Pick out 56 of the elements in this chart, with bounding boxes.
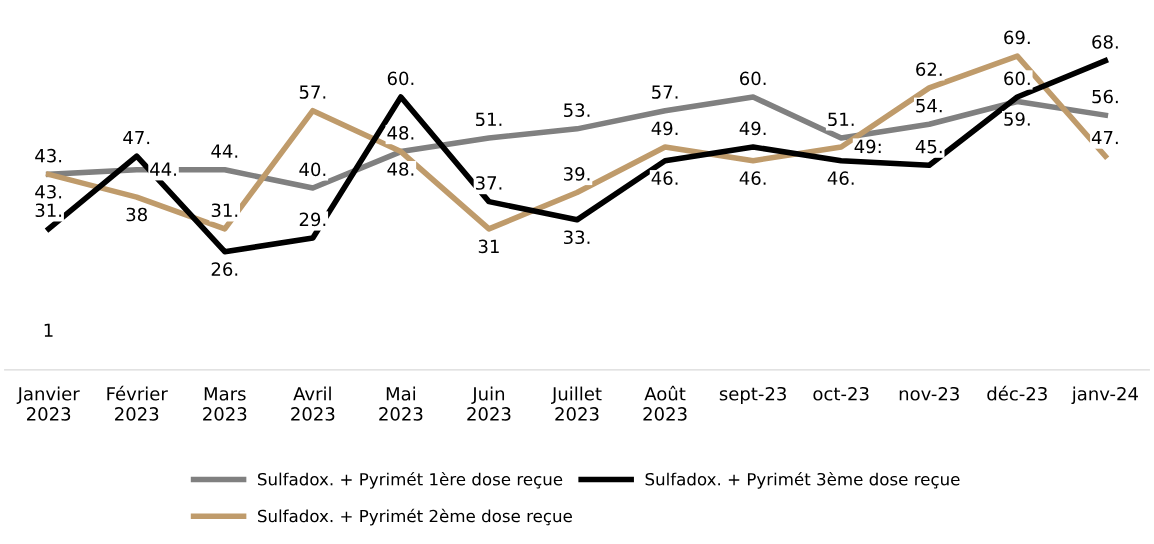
data-label: 56. (1092, 89, 1118, 104)
data-label: 37. (475, 176, 502, 190)
data-label: 60. (740, 71, 766, 86)
data-label: 44. (211, 144, 238, 158)
x-tick-label: Juillet 2023 (551, 386, 602, 421)
data-label: 40. (299, 162, 326, 177)
data-label: 54. (916, 99, 942, 113)
data-label: 69. (1004, 30, 1030, 45)
x-tick-label: nov-23 (899, 386, 959, 401)
x-tick-label: janv-24 (1071, 386, 1138, 405)
x-tick-label: déc-23 (987, 385, 1047, 401)
data-label: 46. (827, 171, 854, 185)
x-tick-label: Avril 2023 (291, 386, 335, 421)
data-label: 57. (299, 85, 326, 99)
x-tick-label: Juin 2023 (467, 386, 511, 421)
data-label: 48. (387, 126, 414, 140)
x-tick-label: oct-23 (813, 386, 869, 401)
data-label: 48. (387, 162, 414, 176)
data-label: 31. (35, 203, 62, 218)
data-label: 43. (35, 148, 62, 163)
x-tick-label: Août 2023 (643, 385, 687, 421)
data-label: 31. (211, 203, 238, 218)
legend-label: Sulfadox. + Pyrimét 1ère dose reçue (258, 471, 563, 489)
data-label: 39. (564, 167, 590, 181)
data-label: 43. (35, 184, 62, 199)
x-tick-label: Janvier 2023 (16, 386, 80, 421)
data-label: 44. (150, 162, 176, 176)
data-label: 57. (652, 85, 678, 99)
data-label: 31 (478, 239, 499, 254)
data-label: 46. (739, 171, 766, 185)
legend-label: Sulfadox. + Pyrimét 2ème dose reçue (258, 508, 572, 526)
data-label: 38 (126, 207, 147, 222)
data-label: 46. (651, 171, 678, 185)
data-label: 53. (564, 103, 590, 118)
data-label: 62. (916, 62, 942, 77)
data-label: 49: (854, 139, 881, 154)
data-label: 51. (475, 112, 502, 127)
data-label: 47. (1091, 130, 1118, 145)
data-label: 60. (387, 71, 414, 86)
x-tick-label: sept-23 (719, 386, 786, 405)
data-label: 29. (299, 212, 326, 227)
x-tick-label: Février 2023 (107, 385, 168, 421)
data-label: 45. (915, 139, 942, 154)
data-label: 49. (651, 121, 678, 136)
x-tick-label: Mai 2023 (379, 386, 423, 421)
x-tick-label: Mars 2023 (203, 387, 247, 421)
data-label: 26. (211, 262, 238, 276)
data-label: 49. (739, 121, 766, 136)
data-label: 68. (1092, 35, 1118, 49)
data-label: 47. (123, 130, 150, 145)
legend-label: Sulfadox. + Pyrimét 3ème dose reçue (645, 471, 960, 489)
data-label: 60. (1004, 71, 1030, 86)
text: 1 (44, 323, 53, 337)
data-label: 59. (1004, 112, 1030, 126)
data-label: 33. (564, 230, 590, 245)
data-label: 51. (828, 112, 854, 127)
